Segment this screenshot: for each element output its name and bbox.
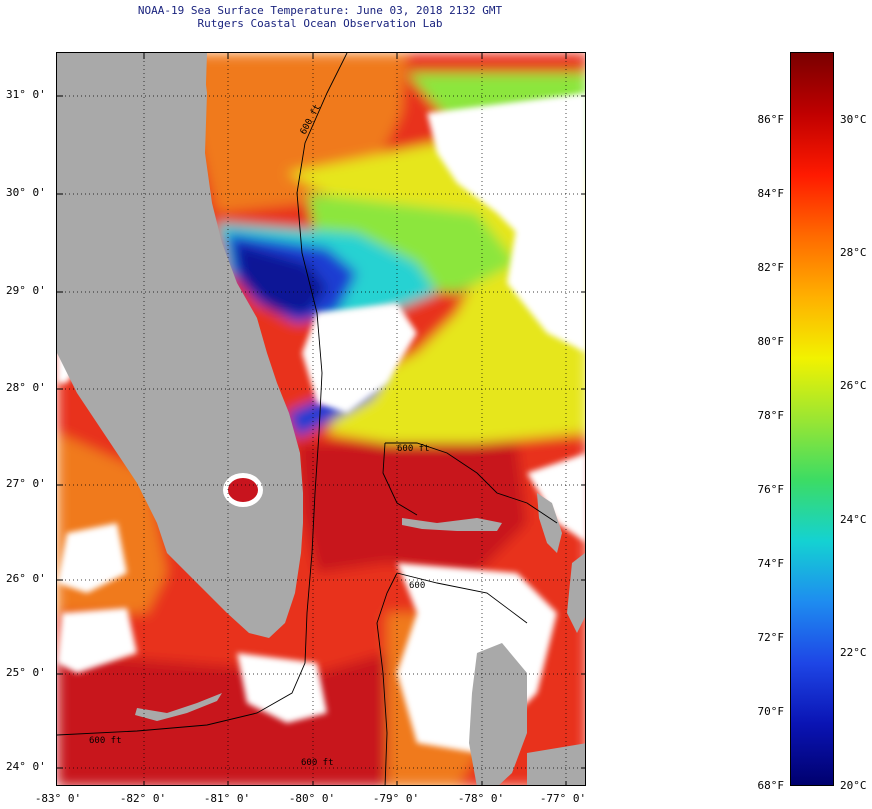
land-grand-bahama bbox=[402, 518, 502, 531]
title-line-2: Rutgers Coastal Ocean Observation Lab bbox=[197, 17, 443, 30]
land-abaco bbox=[537, 493, 562, 553]
lat-label-28: 28° 0' bbox=[6, 381, 46, 394]
contour-label-bahama: 600 ft bbox=[397, 444, 430, 454]
contour-600ft-bahama-west bbox=[382, 442, 418, 516]
colorbar-label-72f: 72°F bbox=[757, 631, 785, 644]
contour-600-tongue-west bbox=[376, 572, 398, 785]
contour-label-tongue: 600 bbox=[409, 581, 425, 591]
land-georgia bbox=[57, 53, 207, 113]
land-eleuthera bbox=[567, 553, 585, 633]
contour-600ft-bahama-bank bbox=[385, 442, 558, 524]
colorbar-label-84f: 84°F bbox=[757, 187, 785, 200]
land-cuba bbox=[527, 743, 585, 785]
lon-label-77: -77° 0' bbox=[539, 792, 587, 805]
cloud-mask bbox=[57, 93, 585, 753]
colorbar-label-80f: 80°F bbox=[757, 335, 785, 348]
colorbar-label-20c: 20°C bbox=[840, 779, 867, 792]
colorbar-label-82f: 82°F bbox=[757, 261, 785, 274]
contour-600-tongue-east bbox=[396, 572, 528, 624]
colorbar-label-78f: 78°F bbox=[757, 409, 785, 422]
colorbar-label-28c: 28°C bbox=[840, 246, 867, 259]
graticule bbox=[57, 53, 585, 785]
lon-label-82: -82° 0' bbox=[119, 792, 167, 805]
colorbar-label-74f: 74°F bbox=[757, 557, 785, 570]
lat-label-24: 24° 0' bbox=[6, 760, 46, 773]
lat-label-31: 31° 0' bbox=[6, 88, 46, 101]
axis-ticks bbox=[57, 53, 585, 785]
land-andros bbox=[469, 643, 527, 785]
lat-label-27: 27° 0' bbox=[6, 477, 46, 490]
contours bbox=[57, 53, 558, 785]
colorbar-label-76f: 76°F bbox=[757, 483, 785, 496]
sst-map: 600 ft 600 ft 600 ft 600 600 ft bbox=[56, 52, 586, 786]
colorbar-label-26c: 26°C bbox=[840, 379, 867, 392]
lon-label-80: -80° 0' bbox=[288, 792, 336, 805]
colorbar-label-68f: 68°F bbox=[757, 779, 785, 792]
lake-okeechobee bbox=[228, 478, 258, 502]
lat-label-30: 30° 0' bbox=[6, 186, 46, 199]
land-florida-keys bbox=[135, 693, 222, 721]
temperature-colorbar bbox=[790, 52, 834, 786]
title-line-1: NOAA-19 Sea Surface Temperature: June 03… bbox=[137, 4, 503, 17]
contour-label-south: 600 ft bbox=[301, 758, 334, 768]
colorbar-label-70f: 70°F bbox=[757, 705, 785, 718]
lon-label-78: -78° 0' bbox=[457, 792, 505, 805]
lon-label-81: -81° 0' bbox=[203, 792, 251, 805]
chart-title: NOAA-19 Sea Surface Temperature: June 03… bbox=[110, 4, 530, 30]
contour-600ft-florida bbox=[57, 53, 348, 736]
lat-label-29: 29° 0' bbox=[6, 284, 46, 297]
colorbar-label-24c: 24°C bbox=[840, 513, 867, 526]
lat-label-26: 26° 0' bbox=[6, 572, 46, 585]
lon-label-79: -79° 0' bbox=[372, 792, 420, 805]
contour-label-keys: 600 ft bbox=[89, 736, 122, 746]
sst-map-canvas: 600 ft 600 ft 600 ft 600 600 ft bbox=[57, 53, 585, 785]
lat-label-25: 25° 0' bbox=[6, 666, 46, 679]
colorbar-label-86f: 86°F bbox=[757, 113, 785, 126]
colorbar-label-30c: 30°C bbox=[840, 113, 867, 126]
colorbar-label-22c: 22°C bbox=[840, 646, 867, 659]
lon-label-83: -83° 0' bbox=[34, 792, 82, 805]
